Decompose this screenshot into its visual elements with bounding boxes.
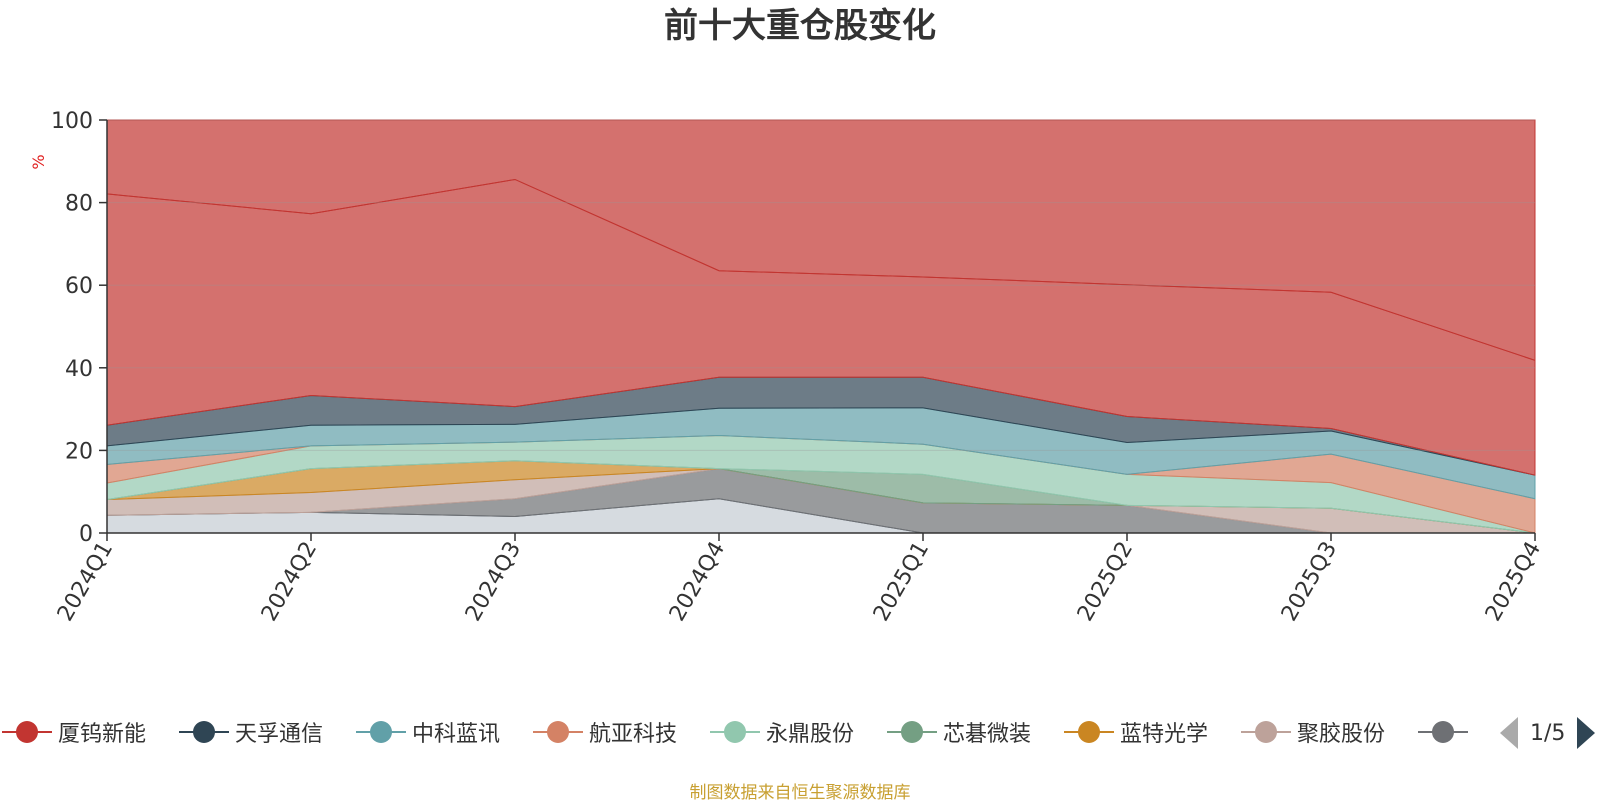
y-tick-label: 20 — [65, 439, 93, 464]
legend-label: 厦钨新能 — [58, 722, 147, 747]
next-page-icon[interactable] — [1577, 717, 1596, 749]
legend-marker-icon — [1241, 721, 1291, 743]
x-tick-label: 2025Q4 — [1481, 538, 1546, 626]
legend-marker-icon — [1418, 721, 1468, 743]
legend-marker-icon — [533, 721, 583, 743]
legend-marker-icon — [356, 721, 406, 743]
x-tick-label: 2024Q4 — [665, 538, 730, 626]
legend-label: 中科蓝讯 — [412, 722, 501, 747]
legend-item[interactable]: 聚胶股份 — [1241, 712, 1385, 752]
area-厦钨新能-upper — [106, 119, 1536, 362]
legend-marker-icon — [2, 721, 52, 743]
legend-label: 芯碁微装 — [943, 722, 1032, 747]
chart-legend: 厦钨新能 天孚通信 中科蓝讯 航亚科技 永鼎股份 芯碁微装 蓝特光学 聚胶股份 — [0, 712, 1480, 752]
source-note: 制图数据来自恒生聚源数据库 — [689, 783, 911, 803]
legend-marker-icon — [179, 721, 229, 743]
y-tick-label: 40 — [65, 357, 93, 382]
legend-label: 聚胶股份 — [1297, 722, 1386, 747]
legend-label: 蓝特光学 — [1120, 722, 1209, 747]
legend-item[interactable]: 永鼎股份 — [710, 712, 854, 752]
legend-item[interactable]: 中科蓝讯 — [356, 712, 500, 752]
y-tick-label: 100 — [51, 109, 93, 134]
legend-label: 航亚科技 — [589, 722, 678, 747]
legend-item[interactable]: 厦钨新能 — [2, 712, 146, 752]
legend-marker-icon — [887, 721, 937, 743]
series-areas — [106, 119, 1536, 534]
legend-marker-icon — [1064, 721, 1114, 743]
x-tick-label: 2024Q3 — [461, 538, 526, 626]
x-tick-label: 2024Q2 — [257, 538, 322, 626]
legend-item[interactable]: 航亚科技 — [533, 712, 677, 752]
x-tick-label: 2025Q1 — [869, 538, 934, 626]
legend-pager: 1/5 — [1500, 716, 1596, 750]
legend-label: 永鼎股份 — [766, 722, 855, 747]
legend-item[interactable] — [1418, 712, 1474, 752]
legend-item[interactable]: 蓝特光学 — [1064, 712, 1208, 752]
legend-marker-icon — [710, 721, 760, 743]
x-tick-label: 2024Q1 — [53, 538, 118, 626]
y-tick-label: 60 — [65, 274, 93, 299]
legend-item[interactable]: 芯碁微装 — [887, 712, 1031, 752]
legend-page-indicator: 1/5 — [1530, 720, 1566, 746]
y-tick-label: 80 — [65, 192, 93, 217]
legend-item[interactable]: 天孚通信 — [179, 712, 323, 752]
y-tick-label: 0 — [79, 522, 93, 547]
legend-label: 天孚通信 — [235, 722, 324, 747]
previous-page-icon[interactable] — [1500, 717, 1518, 749]
x-tick-label: 2025Q3 — [1277, 538, 1342, 626]
x-tick-label: 2025Q2 — [1073, 538, 1138, 626]
chart-title: 前十大重仓股变化 — [664, 6, 936, 46]
stacked-area-chart: 0 20 40 60 80 100 2024Q1 2024Q2 2024Q3 2024Q4 2025… — [29, 109, 1546, 626]
y-axis-label: % — [29, 154, 48, 169]
